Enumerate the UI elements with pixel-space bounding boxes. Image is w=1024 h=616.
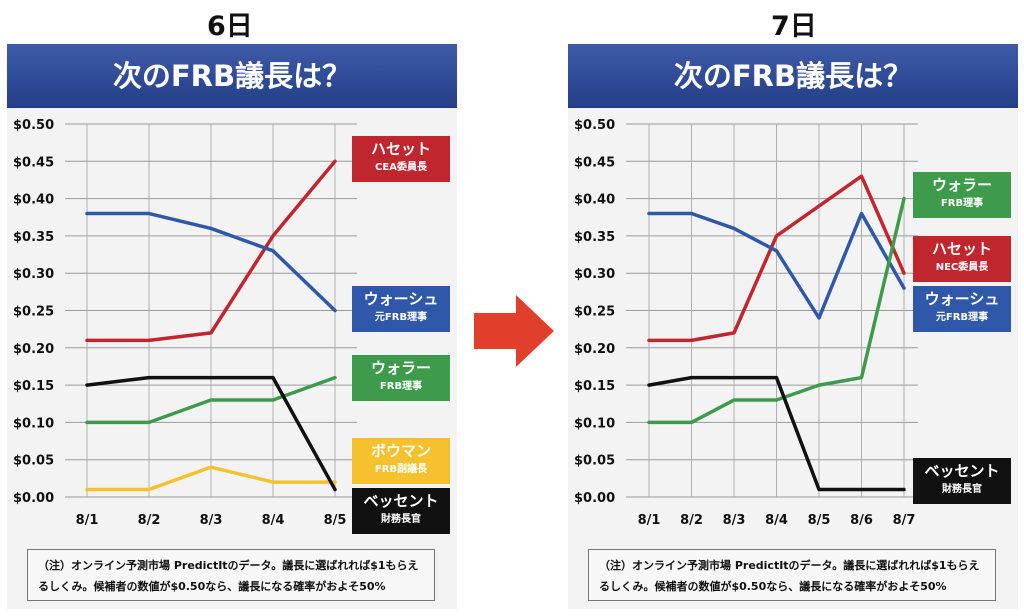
x-tick-label: 8/4 [262,513,285,528]
legend-hassett: ハセット NEC委員長 [913,236,1011,282]
series-line [85,159,337,343]
y-tick-label: $0.45 [13,155,54,170]
y-tick-label: $0.05 [13,454,54,469]
legend-waller: ウォラー FRB理事 [352,355,450,401]
footnote: （注）オンライン予測市場 PredictItのデータ。議長に選ばれれば$1もらえ… [588,549,996,601]
y-tick-label: $0.15 [574,379,615,394]
series-line [647,375,906,492]
legend-role: 元FRB理事 [374,312,428,323]
x-tick-label: 8/1 [638,513,661,528]
legend-warsh: ウォーシュ 元FRB理事 [913,286,1011,332]
y-tick-label: $0.20 [574,342,615,357]
y-tick-label: $0.30 [574,267,615,282]
legend-name: ウォーシュ [363,290,439,308]
x-tick-label: 8/1 [76,513,99,528]
legend-name: ウォラー [931,176,992,194]
series-line [85,375,337,492]
day-label-left: 6日 [207,11,253,42]
legend-name: ベッセント [363,492,439,510]
legend-warsh: ウォーシュ 元FRB理事 [352,286,450,332]
x-tick-label: 8/6 [850,513,873,528]
y-tick-label: $0.00 [574,491,615,506]
y-tick-label: $0.30 [13,267,54,282]
y-tick-label: $0.40 [13,193,54,208]
x-tick-label: 8/2 [680,513,703,528]
line-chart-left: $0.00 $0.05 $0.10 $0.15 $0.20 $0.25 $0.30 $0.35… [13,118,357,528]
legend-name: ベッセント [924,462,1000,480]
y-tick-label: $0.35 [574,230,615,245]
legend-waller: ウォラー FRB理事 [913,172,1011,218]
x-tick-label: 8/2 [138,513,161,528]
x-tick-label: 8/7 [893,513,916,528]
legend-hassett: ハセット CEA委員長 [352,136,450,182]
x-tick-label: 8/3 [723,513,746,528]
x-tick-label: 8/4 [765,513,788,528]
legend-role: CEA委員長 [375,162,427,173]
y-tick-label: $0.25 [574,305,615,320]
day-label-right: 7日 [771,11,817,42]
series-line [85,465,337,492]
legend-bessent: ベッセント 財務長官 [352,488,450,534]
x-tick-label: 8/5 [808,513,831,528]
legend-name: ボウマン [370,442,431,460]
series-line [85,375,337,425]
chart-title: 次のFRB議長は？ [568,44,1018,108]
footnote: （注）オンライン予測市場 PredictItのデータ。議長に選ばれれば$1もらえ… [27,549,435,601]
legend-role: 財務長官 [381,514,421,525]
y-tick-label: $0.50 [13,118,54,133]
x-tick-label: 8/3 [200,513,223,528]
legend-name: ハセット [370,140,431,158]
chart-panel-right: 次のFRB議長は？ $0.00 $0.05 $0.10 $0.15 $0.20 $0.25… [568,44,1018,609]
y-tick-label: $0.10 [574,416,615,431]
legend-role: FRB理事 [940,198,984,209]
y-tick-label: $0.45 [574,155,615,170]
legend-bowman: ボウマン FRB副議長 [352,438,450,484]
series-line [647,174,906,343]
chart-panel-left: 次のFRB議長は？ $0.00 $0.05 $0.10 $0.15 $0.20 $0.25… [7,44,457,609]
legend-name: ウォーシュ [924,290,1000,308]
legend-role: 元FRB理事 [935,312,989,323]
y-tick-label: $0.10 [13,416,54,431]
y-tick-label: $0.00 [13,491,54,506]
series-line [647,196,906,425]
y-tick-label: $0.50 [574,118,615,133]
y-tick-label: $0.20 [13,342,54,357]
chart-title: 次のFRB議長は？ [7,44,457,108]
legend-name: ウォラー [370,359,431,377]
series-line [647,211,906,320]
x-tick-label: 8/5 [324,513,347,528]
line-chart-right: $0.00 $0.05 $0.10 $0.15 $0.20 $0.25 $0.30 $0.35… [574,118,918,528]
y-tick-label: $0.15 [13,379,54,394]
legend-role: 財務長官 [942,484,982,495]
y-tick-label: $0.35 [13,230,54,245]
y-tick-label: $0.05 [574,454,615,469]
series-line [85,211,337,313]
arrow-right-icon [474,295,554,367]
y-tick-label: $0.40 [574,193,615,208]
legend-role: FRB副議長 [374,464,428,475]
legend-role: NEC委員長 [935,262,989,273]
legend-name: ハセット [931,240,992,258]
y-tick-label: $0.25 [13,305,54,320]
legend-role: FRB理事 [379,381,423,392]
legend-bessent: ベッセント 財務長官 [913,458,1011,504]
